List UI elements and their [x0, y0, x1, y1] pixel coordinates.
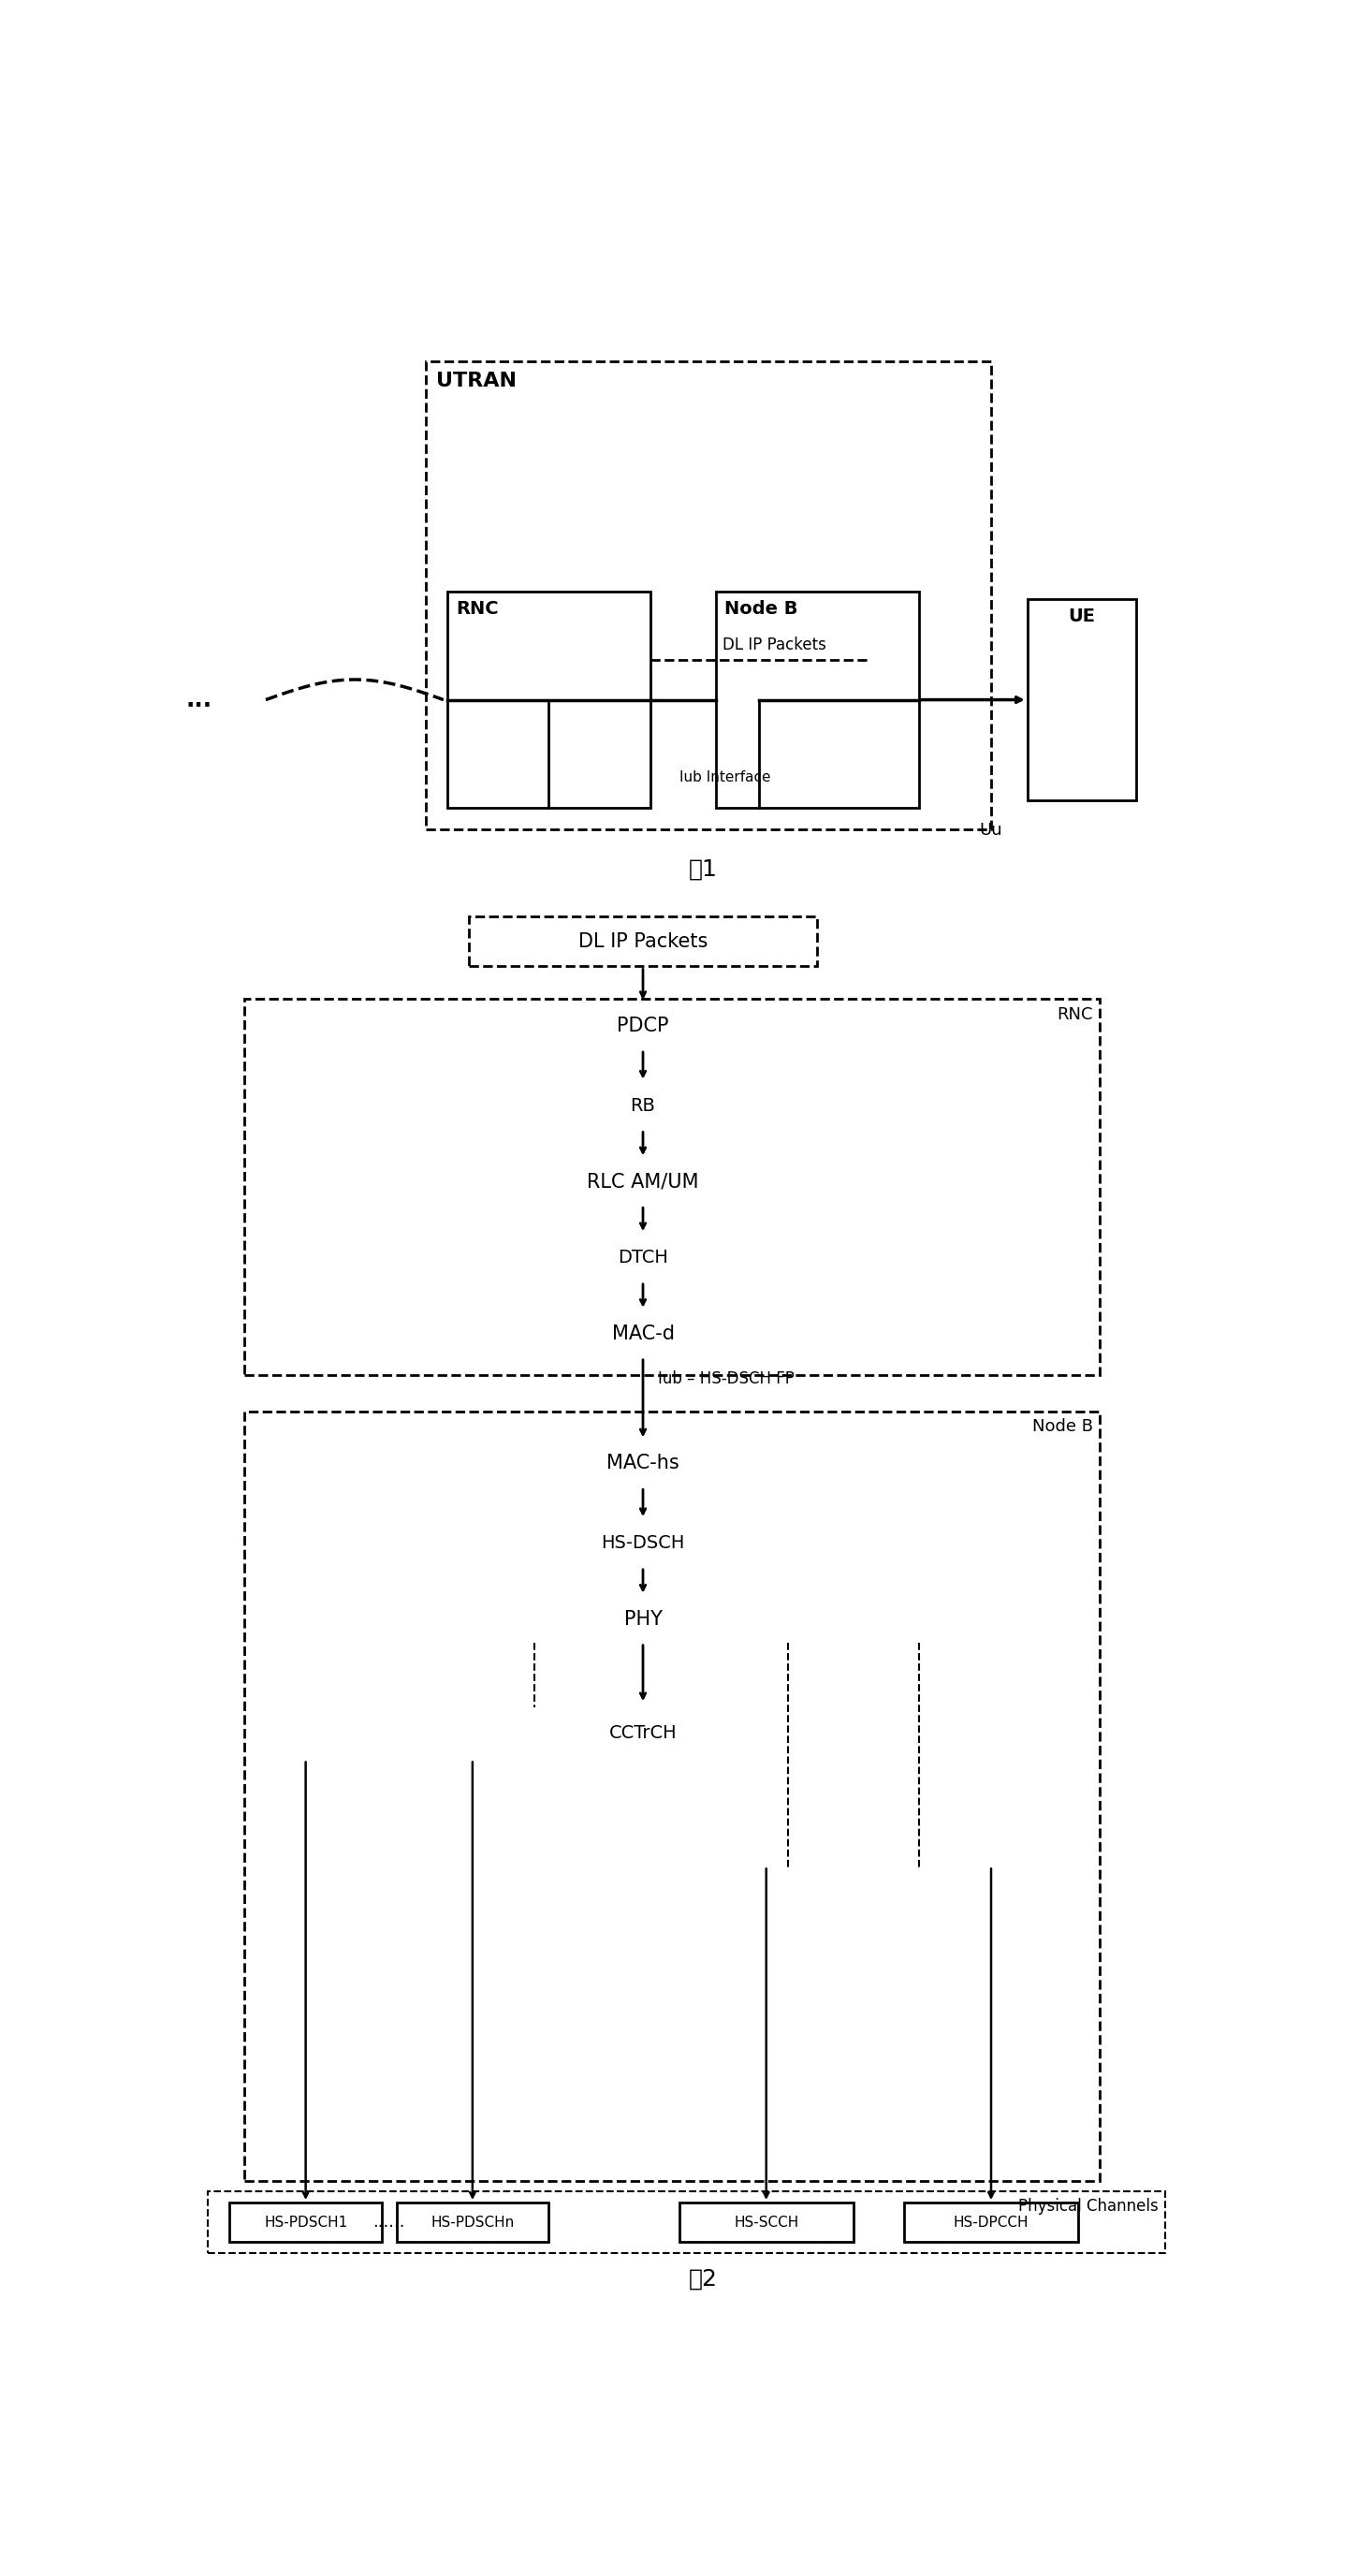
Bar [715, 592, 919, 809]
Text: RLC AM/UM: RLC AM/UM [587, 1172, 698, 1190]
Bar [454, 1002, 831, 1048]
Text: 图1: 图1 [689, 858, 718, 881]
Bar [904, 2202, 1078, 2241]
Text: DL IP Packets: DL IP Packets [723, 636, 826, 652]
Text: DL IP Packets: DL IP Packets [578, 933, 708, 951]
Bar [469, 917, 816, 966]
Text: DTCH: DTCH [617, 1249, 668, 1267]
Bar [229, 2202, 381, 2241]
Text: HS-PDSCH1: HS-PDSCH1 [263, 2215, 347, 2228]
Text: CCTrCH: CCTrCH [609, 1723, 676, 1741]
Bar [454, 1311, 831, 1358]
Text: Node B: Node B [724, 600, 797, 618]
Bar [317, 1440, 970, 1486]
Ellipse shape [512, 1520, 774, 1566]
Text: UTRAN: UTRAN [436, 371, 517, 392]
Text: HS-SCCH: HS-SCCH [734, 2215, 799, 2228]
Text: UE: UE [1069, 608, 1095, 626]
Ellipse shape [505, 1708, 781, 1759]
Bar [244, 999, 1100, 1376]
Text: HS-DPCCH: HS-DPCCH [954, 2215, 1029, 2228]
Bar [397, 2202, 549, 2241]
Text: Physical Channels: Physical Channels [1018, 2197, 1158, 2215]
Ellipse shape [520, 1234, 766, 1280]
Text: RNC: RNC [1056, 1007, 1092, 1023]
Ellipse shape [520, 1082, 766, 1128]
Text: Iub – HS-DSCH FP: Iub – HS-DSCH FP [657, 1370, 794, 1386]
Text: Uu: Uu [980, 822, 1003, 840]
Bar [679, 2202, 853, 2241]
Text: RB: RB [630, 1097, 656, 1115]
Bar [317, 1595, 970, 1643]
Bar [447, 592, 650, 809]
Text: MAC-hs: MAC-hs [606, 1453, 679, 1473]
Text: HS-PDSCHn: HS-PDSCHn [431, 2215, 514, 2228]
Bar [454, 1159, 831, 1206]
Text: HS-DSCH: HS-DSCH [601, 1535, 685, 1551]
Text: RNC: RNC [456, 600, 498, 618]
Bar [425, 361, 991, 829]
Text: Node B: Node B [1032, 1419, 1092, 1435]
Text: Iub Interface: Iub Interface [679, 770, 771, 786]
Bar [1028, 598, 1136, 801]
Text: PDCP: PDCP [617, 1018, 670, 1036]
Bar [207, 2192, 1165, 2254]
Bar [244, 1412, 1100, 2182]
Text: ...: ... [187, 688, 213, 711]
Text: PHY: PHY [624, 1610, 663, 1628]
Text: ......: ...... [373, 2213, 405, 2231]
Text: MAC-d: MAC-d [612, 1324, 674, 1342]
Text: 图2: 图2 [689, 2267, 718, 2290]
